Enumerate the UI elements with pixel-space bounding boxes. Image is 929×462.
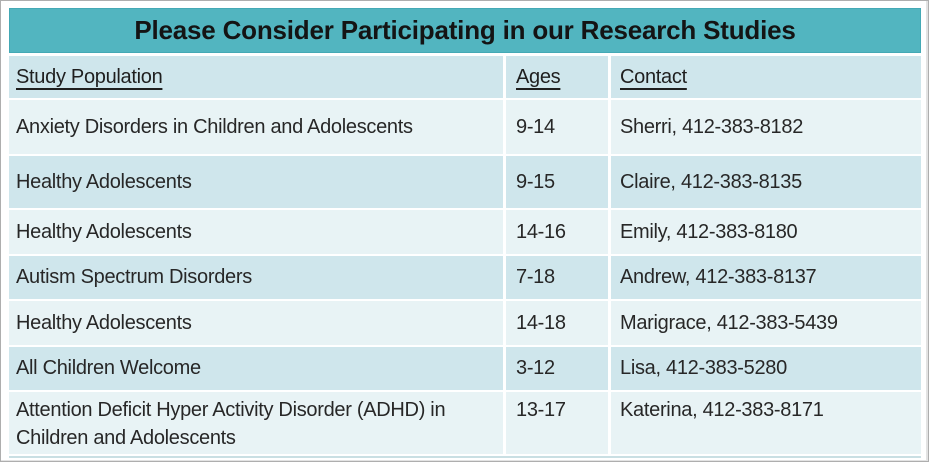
contact-cell: Katerina, 412-383-8171 [608, 392, 921, 454]
table-header-row: Study Population Ages Contact [9, 56, 921, 98]
study-population-cell: Healthy Adolescents [16, 220, 192, 243]
study-population-cell: Healthy Adolescents [16, 170, 192, 193]
contact-cell: Andrew, 412-383-8137 [608, 256, 921, 299]
ages-cell: 14-18 [503, 301, 608, 345]
ages-cell: 7-18 [503, 256, 608, 299]
study-population-cell: All Children Welcome [16, 357, 201, 379]
column-header-study-population: Study Population [16, 65, 163, 88]
contact-cell: Sherri, 412-383-8182 [608, 100, 921, 154]
ages-cell: 9-15 [503, 156, 608, 208]
title-bar: Please Consider Participating in our Res… [9, 8, 921, 53]
table-row: Attention Deficit Hyper Activity Disorde… [9, 392, 921, 454]
column-header-contact: Contact [608, 56, 921, 98]
table-row: Autism Spectrum Disorders 7-18 Andrew, 4… [9, 256, 921, 299]
ages-cell: 13-17 [503, 392, 608, 454]
table-bottom-border [9, 456, 921, 458]
contact-cell: Lisa, 412-383-5280 [608, 347, 921, 390]
contact-cell: Marigrace, 412-383-5439 [608, 301, 921, 345]
ages-cell: 14-16 [503, 210, 608, 254]
page-title: Please Consider Participating in our Res… [134, 15, 796, 45]
table-row: Healthy Adolescents 14-16 Emily, 412-383… [9, 210, 921, 254]
table-row: All Children Welcome 3-12 Lisa, 412-383-… [9, 347, 921, 390]
ages-cell: 9-14 [503, 100, 608, 154]
table-row: Healthy Adolescents 9-15 Claire, 412-383… [9, 156, 921, 208]
study-population-cell: Attention Deficit Hyper Activity Disorde… [16, 399, 446, 449]
ages-cell: 3-12 [503, 347, 608, 390]
studies-table: Study Population Ages Contact Anxiety Di… [9, 56, 921, 456]
study-population-cell: Anxiety Disorders in Children and Adoles… [16, 115, 413, 138]
contact-cell: Emily, 412-383-8180 [608, 210, 921, 254]
table-row: Anxiety Disorders in Children and Adoles… [9, 100, 921, 154]
study-population-cell: Healthy Adolescents [16, 311, 192, 334]
study-population-cell: Autism Spectrum Disorders [16, 266, 252, 288]
table-row: Healthy Adolescents 14-18 Marigrace, 412… [9, 301, 921, 345]
contact-cell: Claire, 412-383-8135 [608, 156, 921, 208]
column-header-ages: Ages [503, 56, 608, 98]
